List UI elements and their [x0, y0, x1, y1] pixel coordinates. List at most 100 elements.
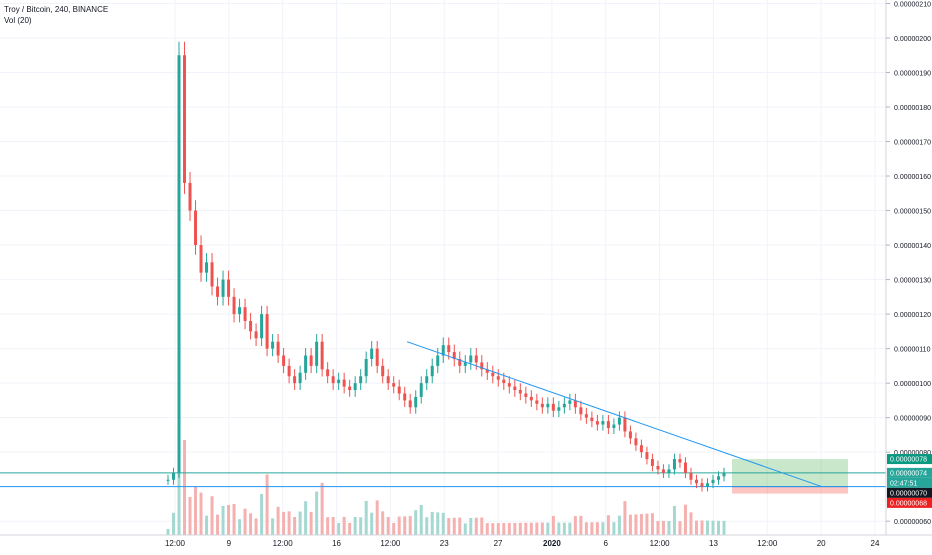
volume-bar: [353, 517, 357, 535]
volume-bar: [392, 522, 396, 535]
volume-bar: [364, 500, 368, 535]
volume-bar: [320, 482, 324, 535]
volume-bar: [689, 512, 693, 535]
volume-bar: [243, 508, 247, 535]
candle-body: [249, 321, 253, 332]
candle-body: [293, 376, 297, 384]
candle-body: [711, 479, 715, 484]
time-tick-label: 12:00: [273, 539, 294, 548]
candle-body: [194, 210, 198, 246]
price-tick-label: 0.00000160: [894, 174, 931, 181]
volume-layer: [166, 440, 726, 535]
volume-bar: [403, 516, 407, 535]
volume-bar: [436, 512, 440, 535]
candle-body: [689, 472, 693, 480]
volume-bar: [260, 494, 264, 535]
volume-bar: [672, 505, 676, 535]
volume-bar: [172, 512, 176, 535]
candle-body: [298, 372, 302, 384]
volume-bar: [595, 522, 599, 535]
time-tick-label: 9: [227, 539, 232, 548]
candle-body: [326, 369, 330, 377]
candle-body: [271, 341, 275, 349]
time-tick-label: 24: [871, 539, 880, 548]
volume-bar: [238, 519, 242, 535]
candle-body: [700, 483, 704, 487]
volume-bar: [678, 521, 682, 535]
volume-bar: [502, 523, 506, 535]
time-tick-label: 12:00: [757, 539, 778, 548]
volume-bar: [397, 516, 401, 535]
volume-bar: [617, 515, 621, 535]
price-axis[interactable]: 0.00000060 0.00000080 0.00000090 0.00000100…: [885, 0, 931, 535]
time-tick-label: 12:00: [380, 539, 401, 548]
chart-legend: Troy / Bitcoin, 240, BINANCE Vol (20): [4, 4, 108, 26]
candle-body: [535, 400, 539, 404]
volume-bar: [419, 505, 423, 535]
candle-body: [342, 379, 346, 387]
price-tick-label: 0.00000130: [894, 278, 931, 285]
volume-bar: [579, 515, 583, 535]
candle-body: [579, 407, 583, 415]
volume-indicator-label[interactable]: Vol (20): [4, 16, 32, 25]
candle-body: [562, 403, 566, 408]
trendline-layer[interactable]: [406, 341, 823, 488]
candle-body: [348, 386, 352, 391]
volume-bar: [711, 520, 715, 535]
candle-body: [315, 341, 319, 366]
volume-bar: [381, 511, 385, 535]
volume-bar: [271, 518, 275, 535]
candle-body: [419, 383, 423, 397]
volume-bar: [177, 440, 181, 535]
volume-bar: [183, 440, 187, 535]
price-tick-label: 0.00000110: [894, 347, 931, 354]
candle-body: [513, 386, 517, 391]
price-tick-label: 0.00000170: [894, 140, 931, 147]
candle-body: [601, 421, 605, 425]
volume-bar: [496, 523, 500, 535]
volume-bar: [282, 511, 286, 535]
volume-bar: [458, 517, 462, 535]
candle-body: [183, 55, 187, 183]
volume-bar: [452, 517, 456, 535]
candle-body: [529, 396, 533, 401]
volume-bar: [557, 522, 561, 535]
volume-bar: [315, 491, 319, 535]
candle-body: [705, 483, 709, 487]
volume-bar: [287, 511, 291, 535]
volume-bar: [612, 522, 616, 535]
volume-bar: [430, 511, 434, 535]
candle-body: [496, 376, 500, 380]
volume-bar: [342, 516, 346, 535]
time-tick-label: 12:00: [165, 539, 186, 548]
time-tick-label: 27: [494, 539, 503, 548]
time-tick-label: 23: [440, 539, 449, 548]
volume-bar: [210, 496, 214, 535]
candle-body: [524, 393, 528, 397]
time-tick-label: 16: [332, 539, 341, 548]
volume-bar: [205, 515, 209, 535]
price-tick-label: 0.00000190: [894, 70, 931, 77]
volume-bar: [232, 504, 236, 535]
volume-bar: [535, 522, 539, 535]
candle-body: [606, 421, 610, 428]
candle-body: [694, 479, 698, 484]
volume-bar: [667, 521, 671, 535]
volume-bar: [683, 504, 687, 535]
symbol-title[interactable]: Troy / Bitcoin, 240, BINANCE: [4, 5, 109, 14]
candle-body: [210, 262, 214, 287]
position-tool[interactable]: [732, 459, 848, 494]
volume-bar: [331, 517, 335, 535]
time-tick-label: 6: [604, 539, 609, 548]
time-axis[interactable]: 12:00 9 12:00 16 12:00 23 27 2020 6 12:00 13 12:00 2…: [0, 534, 932, 548]
volume-bar: [513, 522, 517, 535]
candle-body: [518, 390, 522, 394]
volume-bar: [628, 514, 632, 535]
volume-bar: [623, 501, 627, 535]
volume-bar: [645, 513, 649, 535]
horizontal-lines[interactable]: [0, 472, 886, 488]
candle-body: [260, 314, 264, 339]
candle-body: [441, 345, 445, 356]
candle-body: [595, 421, 599, 425]
